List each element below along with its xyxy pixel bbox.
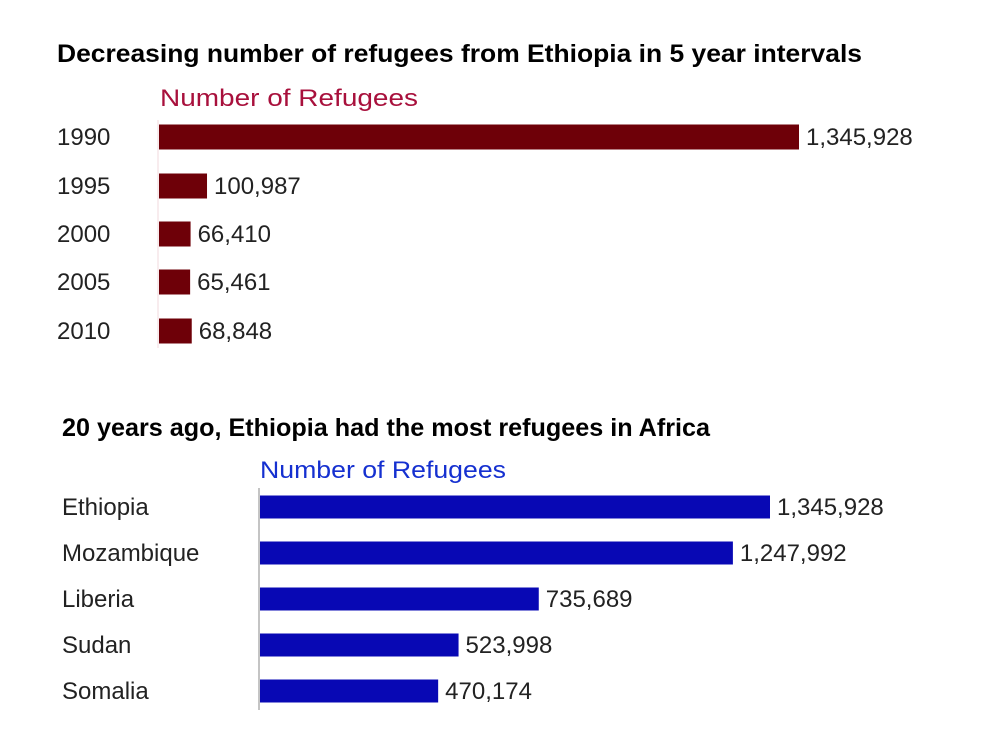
category-label: Ethiopia — [62, 494, 149, 521]
category-label: 2000 — [57, 221, 110, 248]
data-label: 68,848 — [199, 318, 272, 345]
chart-title: Decreasing number of refugees from Ethio… — [57, 40, 862, 68]
bar-liberia — [260, 587, 539, 611]
data-label: 735,689 — [546, 586, 633, 613]
data-label: 65,461 — [197, 269, 270, 296]
bar-1990 — [159, 124, 799, 150]
data-label: 1,345,928 — [777, 494, 884, 521]
data-label: 1,345,928 — [806, 124, 913, 151]
data-label: 1,247,992 — [740, 540, 847, 567]
data-label: 470,174 — [445, 678, 532, 705]
chart-title: 20 years ago, Ethiopia had the most refu… — [62, 414, 711, 442]
data-label: 523,998 — [466, 632, 553, 659]
bar-1995 — [159, 173, 208, 199]
bar-sudan — [260, 633, 459, 657]
bar-ethiopia — [260, 495, 770, 519]
bar-2010 — [159, 318, 192, 344]
category-label: 1990 — [57, 124, 110, 151]
series-label: Number of Refugees — [160, 85, 418, 112]
bar-2005 — [159, 269, 191, 295]
bar-somalia — [260, 679, 439, 703]
category-label: Sudan — [62, 632, 131, 659]
category-label: Liberia — [62, 586, 135, 613]
category-label: Somalia — [62, 678, 149, 705]
series-label: Number of Refugees — [260, 457, 506, 484]
category-label: Mozambique — [62, 540, 199, 567]
category-label: 2010 — [57, 318, 110, 345]
data-label: 100,987 — [214, 173, 301, 200]
bar-2000 — [159, 221, 191, 247]
data-label: 66,410 — [198, 221, 271, 248]
category-label: 2005 — [57, 269, 110, 296]
bar-mozambique — [260, 541, 733, 565]
category-label: 1995 — [57, 173, 110, 200]
